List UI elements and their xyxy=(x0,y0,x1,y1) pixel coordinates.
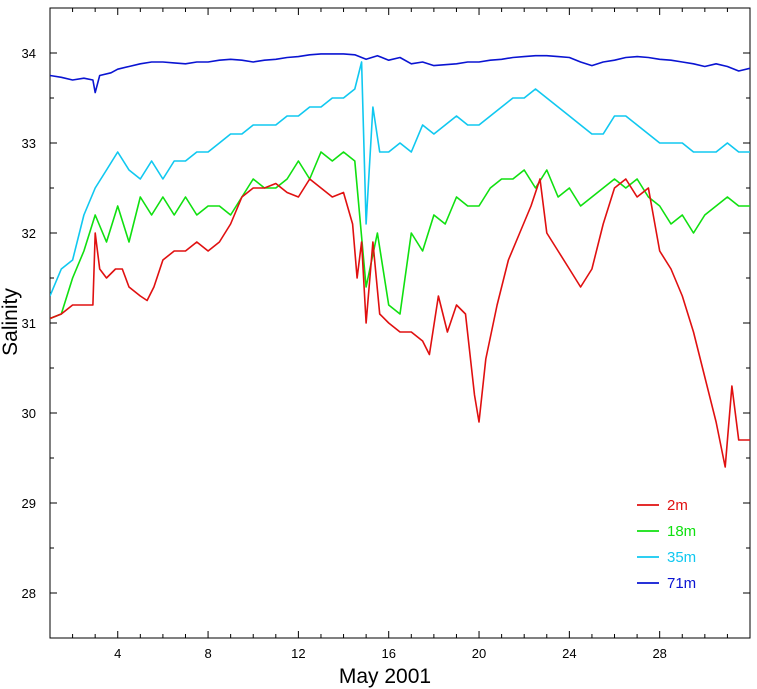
x-tick-label: 20 xyxy=(472,646,486,661)
y-axis-title: Salinity xyxy=(0,288,22,356)
x-tick-label: 24 xyxy=(562,646,576,661)
legend-label-2m: 2m xyxy=(667,497,688,514)
y-tick-label: 30 xyxy=(22,406,36,421)
x-axis: 4 8 12 16 20 24 28 xyxy=(49,8,751,661)
plot-frame xyxy=(49,7,751,639)
y-tick-label: 29 xyxy=(22,496,36,511)
series-line-71m xyxy=(50,53,750,94)
legend-label-18m: 18m xyxy=(667,523,696,540)
series-line-18m xyxy=(50,151,750,320)
y-tick-label: 31 xyxy=(22,316,36,331)
series-lines xyxy=(50,53,750,468)
legend-label-35m: 35m xyxy=(667,549,696,566)
x-tick-label: 16 xyxy=(381,646,395,661)
y-axis: 28 29 30 31 32 33 34 xyxy=(22,7,750,639)
x-tick-label: 8 xyxy=(204,646,211,661)
legend-label-71m: 71m xyxy=(667,575,696,592)
x-tick-label: 12 xyxy=(291,646,305,661)
y-tick-label: 28 xyxy=(22,586,36,601)
legend: 2m 18m 35m 71m xyxy=(637,497,696,592)
x-tick-label: 4 xyxy=(114,646,121,661)
y-tick-label: 32 xyxy=(22,226,36,241)
x-tick-label: 28 xyxy=(652,646,666,661)
x-axis-title: May 2001 xyxy=(339,665,431,688)
y-tick-label: 34 xyxy=(22,46,36,61)
series-line-2m xyxy=(50,178,750,468)
y-tick-label: 33 xyxy=(22,136,36,151)
series-line-35m xyxy=(50,61,750,297)
